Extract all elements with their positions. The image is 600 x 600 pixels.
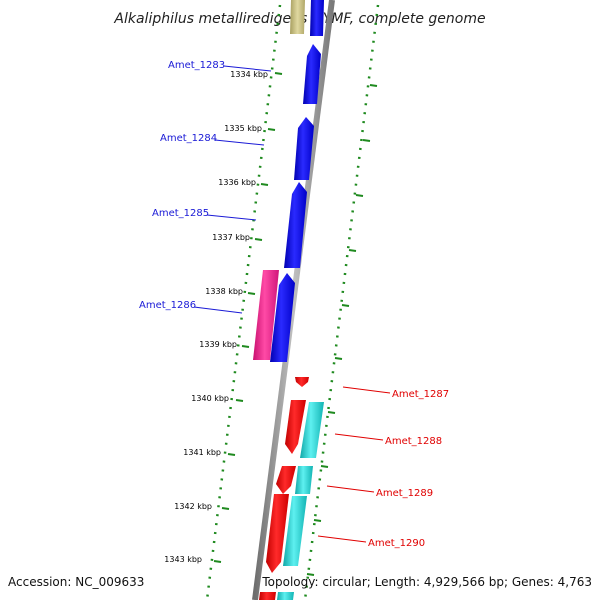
- cyan-feature-2: [295, 466, 313, 494]
- tick-label: 1338 kbp: [205, 287, 243, 296]
- gene-arrow-amet-1288[interactable]: [285, 400, 306, 454]
- gene-arrow-partial-bottom: [259, 592, 276, 600]
- tick-label: 1340 kbp: [191, 394, 229, 403]
- gene-label-amet-1286[interactable]: Amet_1286: [139, 300, 196, 311]
- tan-feature: [290, 0, 305, 34]
- kbp-labels: 1334 kbp 1335 kbp 1336 kbp 1337 kbp 1338…: [164, 70, 268, 564]
- gene-label-amet-1289[interactable]: Amet_1289: [376, 488, 433, 499]
- left-gene-labels: Amet_1283 Amet_1284 Amet_1285 Amet_1286: [139, 60, 272, 314]
- cyan-feature-3: [283, 496, 307, 566]
- gene-label-amet-1288[interactable]: Amet_1288: [385, 436, 442, 447]
- tick-label: 1336 kbp: [218, 178, 256, 187]
- outer-dotted-track: [303, 4, 380, 600]
- tick-label: 1335 kbp: [224, 124, 262, 133]
- topology-text: Topology: circular; Length: 4,929,566 bp…: [261, 575, 592, 589]
- gene-arrow-amet-1289[interactable]: [276, 466, 296, 494]
- tick-label: 1343 kbp: [164, 555, 202, 564]
- cyan-features: [277, 402, 324, 600]
- cyan-feature-1: [300, 402, 324, 458]
- gene-arrow-amet-1290[interactable]: [266, 494, 289, 573]
- gene-label-amet-1290[interactable]: Amet_1290: [368, 538, 425, 549]
- pink-feature: [253, 270, 279, 360]
- tick-label: 1342 kbp: [174, 502, 212, 511]
- gene-arrow-amet-1285[interactable]: [284, 182, 307, 268]
- gene-arrow-amet-1284[interactable]: [294, 117, 314, 180]
- gene-label-amet-1287[interactable]: Amet_1287: [392, 389, 449, 400]
- accession-text: Accession: NC_009633: [8, 575, 144, 589]
- tick-label: 1339 kbp: [199, 340, 237, 349]
- tick-marks: [213, 72, 378, 576]
- inner-dotted-track: [205, 4, 282, 600]
- gene-label-amet-1284[interactable]: Amet_1284: [160, 133, 217, 144]
- cyan-feature-4: [277, 592, 294, 600]
- gene-arrow-amet-1286[interactable]: [270, 273, 295, 362]
- genome-backbone: [252, 0, 335, 600]
- reverse-strand-genes: [259, 377, 309, 600]
- gene-label-amet-1285[interactable]: Amet_1285: [152, 208, 209, 219]
- forward-strand-genes: [270, 44, 321, 362]
- cds-forward-partial: [310, 0, 324, 36]
- gene-arrow-amet-1283[interactable]: [303, 44, 321, 104]
- tick-label: 1341 kbp: [183, 448, 221, 457]
- tick-label: 1337 kbp: [212, 233, 250, 242]
- tick-label: 1334 kbp: [230, 70, 268, 79]
- right-gene-labels: Amet_1287 Amet_1288 Amet_1289 Amet_1290: [317, 386, 449, 549]
- gene-arrow-amet-1287[interactable]: [295, 377, 309, 387]
- gene-label-amet-1283[interactable]: Amet_1283: [168, 60, 225, 71]
